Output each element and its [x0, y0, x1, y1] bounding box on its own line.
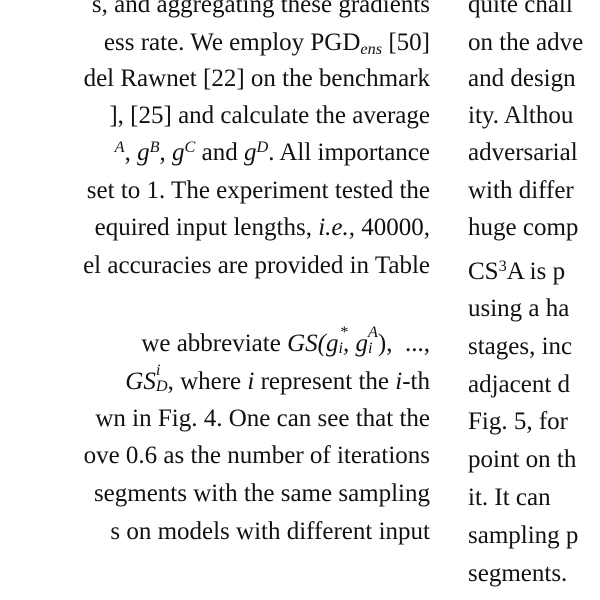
right-line-6: with differ [468, 177, 574, 204]
right-line-10: stages, inc [468, 333, 573, 360]
right-line-9: using a ha [468, 295, 570, 322]
right-line-1: quite chall [468, 0, 573, 18]
left-line-8: el accuracies are provided in Table [83, 252, 430, 279]
right-line-5: adversarial [468, 139, 578, 166]
right-line-12: Fig. 5, for [468, 408, 568, 435]
left-line-1: s, and aggregating these gradients [91, 0, 430, 18]
right-next-line-fragment [468, 590, 600, 600]
right-line-4: ity. Althou [468, 102, 574, 129]
right-line-3: and design [468, 65, 576, 92]
left-line-7: equired input lengths, i.e., 40000, [94, 214, 430, 241]
right-line-14: it. It can [468, 484, 551, 511]
right-line-16: segments. [468, 560, 568, 587]
left-line-2: ess rate. We employ PGDens [50] [103, 29, 430, 59]
right-line-15: sampling p [468, 522, 579, 549]
right-line-7: huge comp [468, 214, 579, 241]
right-line-2: on the adve [468, 29, 584, 56]
left-line-5: A, gB, gC and gD. All importance [114, 137, 430, 166]
left-line-4: ], [25] and calculate the average [109, 102, 430, 129]
right-line-13: point on th [468, 446, 577, 473]
right-line-11: adjacent d [468, 371, 571, 398]
left-line-11: wn in Fig. 4. One can see that the [95, 405, 430, 432]
left-line-12: ove 0.6 as the number of iterations [83, 442, 430, 469]
left-line-6: set to 1. The experiment tested the [86, 177, 430, 204]
left-line-9: we abbreviate GS(g*ii, gAiA), ..., [141, 322, 430, 357]
left-line-13: segments with the same sampling [93, 480, 430, 507]
left-next-line-fragment [115, 590, 425, 600]
left-line-3: del Rawnet [22] on the benchmark [83, 65, 430, 92]
right-line-8: CS3A is p [468, 256, 566, 285]
left-line-10: GSiDD, where i represent the i-th [125, 360, 430, 395]
left-line-14: s on models with different input [110, 518, 430, 545]
